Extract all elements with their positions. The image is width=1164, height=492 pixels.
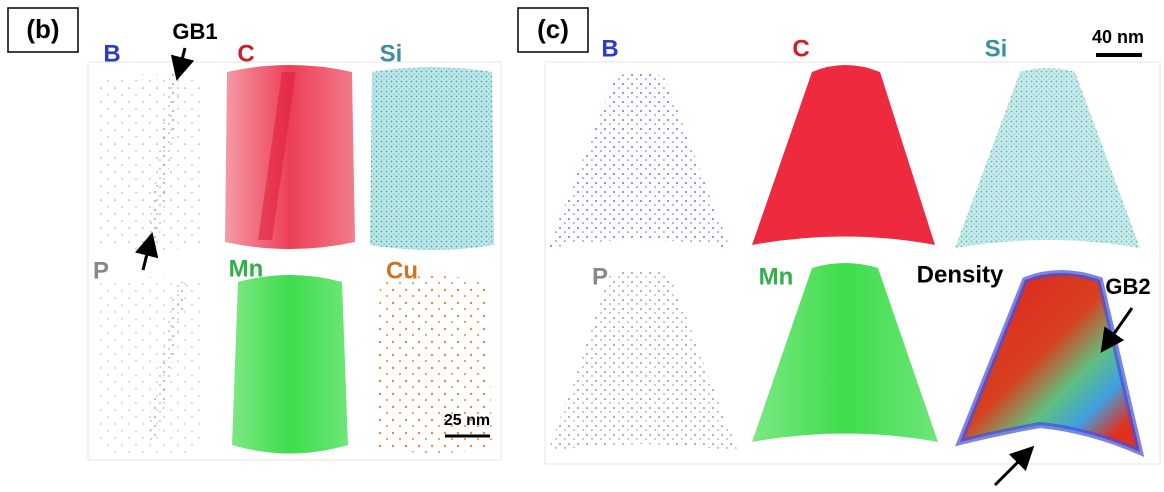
map-label: Cu xyxy=(386,257,418,284)
scale-bar-label: 25 nm xyxy=(444,412,490,429)
map-label: Mn xyxy=(229,255,264,282)
map-label: C xyxy=(792,35,809,62)
map-mn xyxy=(232,275,348,454)
annotation: GB1 xyxy=(172,19,217,44)
map-label: B xyxy=(103,40,120,67)
map-label: B xyxy=(601,35,618,62)
map-p xyxy=(548,270,738,452)
map-density xyxy=(955,270,1145,458)
map-label: C xyxy=(237,40,254,67)
panel-frame xyxy=(87,61,502,461)
map-label: Density xyxy=(917,261,1004,288)
panel-label-box xyxy=(7,7,79,53)
map-b xyxy=(548,72,730,248)
map-label: P xyxy=(592,263,608,290)
gb-line xyxy=(146,72,182,250)
map-b xyxy=(100,74,205,250)
panel-label: (b) xyxy=(26,14,59,44)
arrow xyxy=(993,445,1035,487)
panel-label: (c) xyxy=(537,14,569,44)
map-c xyxy=(752,65,935,245)
scale-bar-label: 40 nm xyxy=(1092,27,1144,47)
gb-line xyxy=(258,72,296,240)
map-label: Si xyxy=(985,35,1008,62)
arrow xyxy=(134,232,159,271)
map-si xyxy=(955,68,1140,248)
gb-line xyxy=(146,282,188,440)
annotation: GB2 xyxy=(1105,274,1150,299)
map-c xyxy=(225,65,355,249)
map-label: Mn xyxy=(759,263,794,290)
panel-label-box xyxy=(517,7,589,53)
map-label: Si xyxy=(380,40,403,67)
map-mn xyxy=(752,263,938,442)
map-cu xyxy=(376,276,492,453)
map-si xyxy=(370,67,494,250)
arrow xyxy=(170,47,195,81)
map-label: P xyxy=(93,257,109,284)
arrow xyxy=(1100,307,1134,353)
panel-frame xyxy=(544,61,1161,465)
